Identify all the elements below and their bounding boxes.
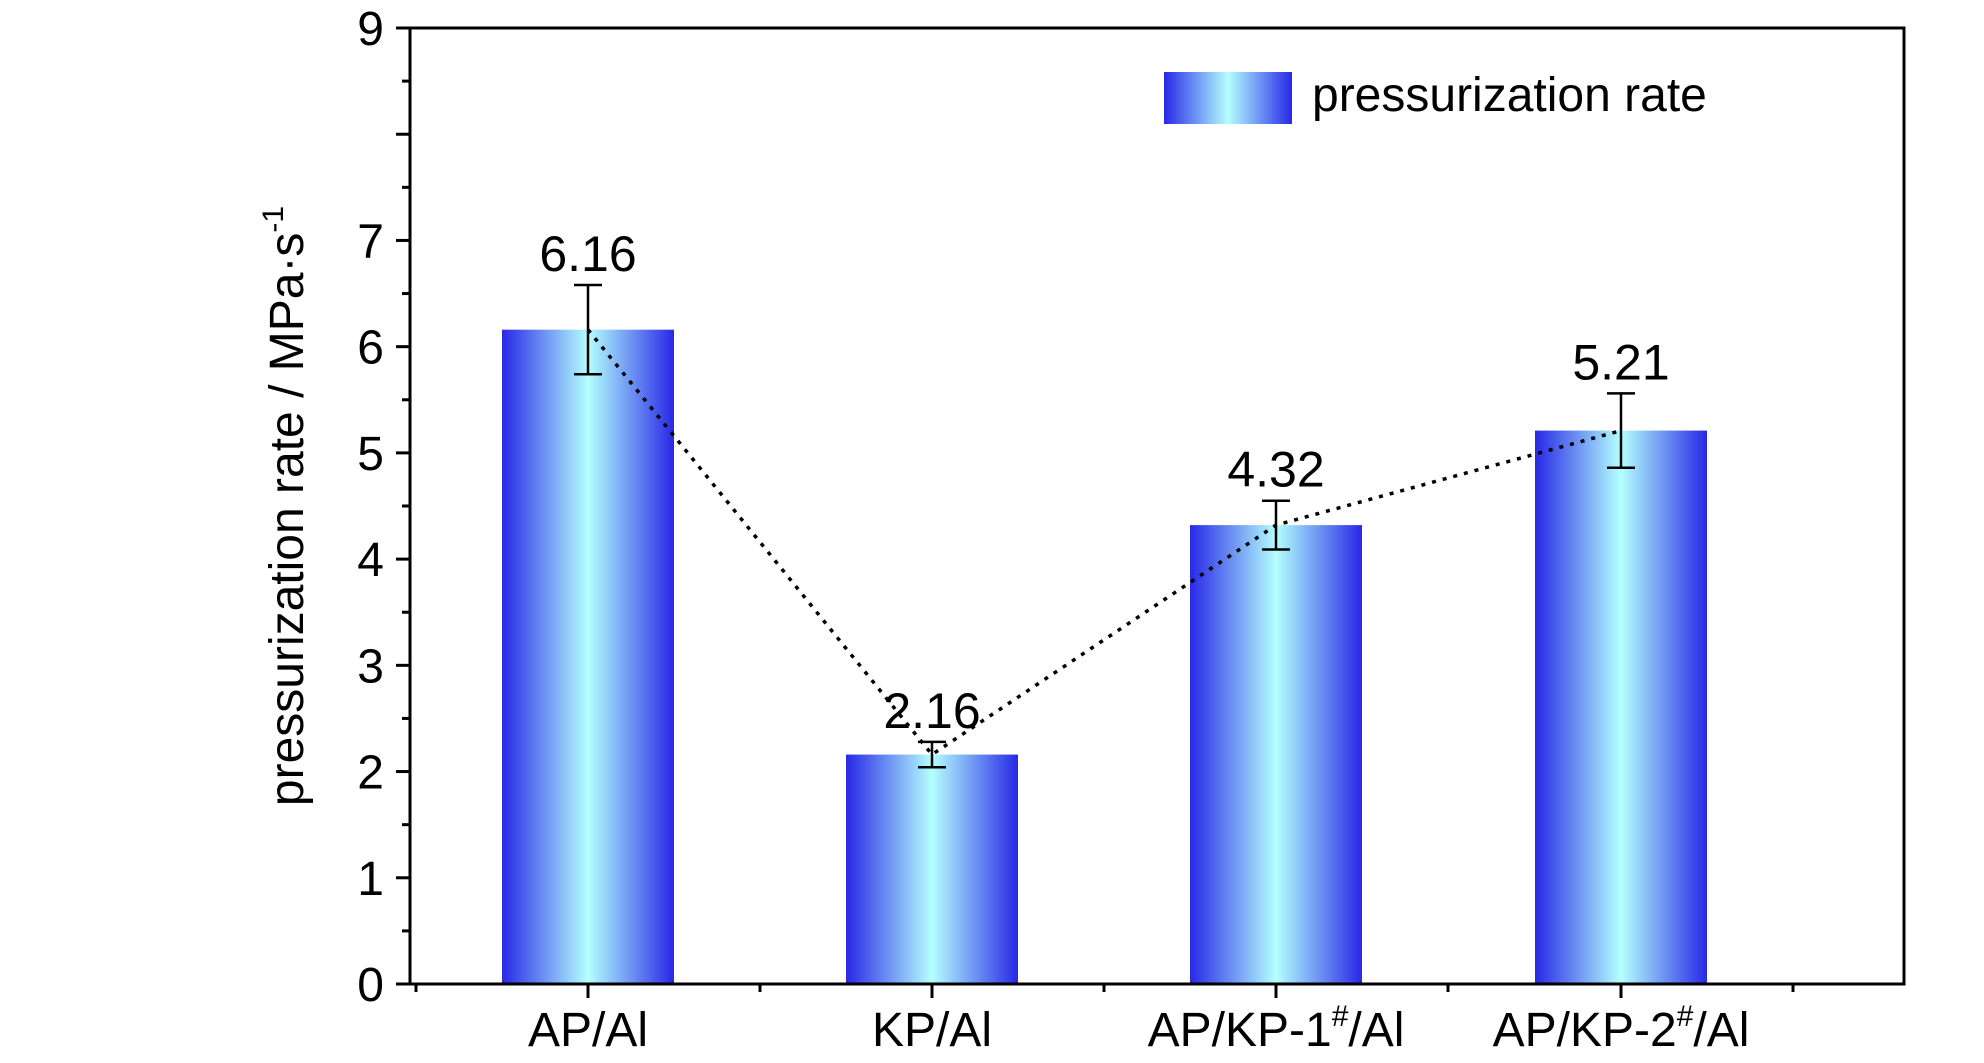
x-tick-label: KP/Al xyxy=(872,1004,992,1057)
y-tick-label: 4 xyxy=(357,534,384,587)
y-tick-label: 7 xyxy=(357,215,384,268)
x-tick-label: AP/KP-1#/Al xyxy=(1148,1000,1405,1057)
y-tick-label: 1 xyxy=(357,853,384,906)
y-axis: 0 1 2 3 4 5 6 7 9 xyxy=(357,3,410,1012)
y-tick-label: 2 xyxy=(357,747,384,800)
bar-4 xyxy=(1535,430,1707,984)
y-tick-label: 6 xyxy=(357,322,384,375)
legend-label: pressurization rate xyxy=(1312,69,1707,122)
legend: pressurization rate xyxy=(1164,69,1707,124)
data-label-4: 5.21 xyxy=(1572,334,1669,390)
x-tick-label: AP/Al xyxy=(528,1004,648,1057)
bar-1 xyxy=(502,329,674,984)
bar-3 xyxy=(1190,525,1362,984)
trend-dotted-line xyxy=(586,328,1622,757)
data-label-1: 6.16 xyxy=(539,226,636,282)
y-tick-label: 3 xyxy=(357,640,384,693)
bars-layer xyxy=(502,329,1707,984)
y-tick-label: 0 xyxy=(357,959,384,1012)
x-tick-label: AP/KP-2#/Al xyxy=(1493,1000,1750,1057)
x-axis: AP/Al KP/Al AP/KP-1#/Al AP/KP-2#/Al xyxy=(414,984,1795,1057)
data-label-2: 2.16 xyxy=(883,683,980,739)
error-bars-layer xyxy=(574,283,1635,769)
legend-swatch xyxy=(1164,72,1292,124)
bar-2 xyxy=(846,754,1018,984)
y-tick-label: 5 xyxy=(357,428,384,481)
data-labels-layer: 6.16 2.16 4.32 5.21 xyxy=(539,226,1669,739)
y-tick-label: 9 xyxy=(357,3,384,56)
data-label-3: 4.32 xyxy=(1227,442,1324,498)
y-axis-title: pressurization rate / MPa·s-1 xyxy=(257,206,314,806)
